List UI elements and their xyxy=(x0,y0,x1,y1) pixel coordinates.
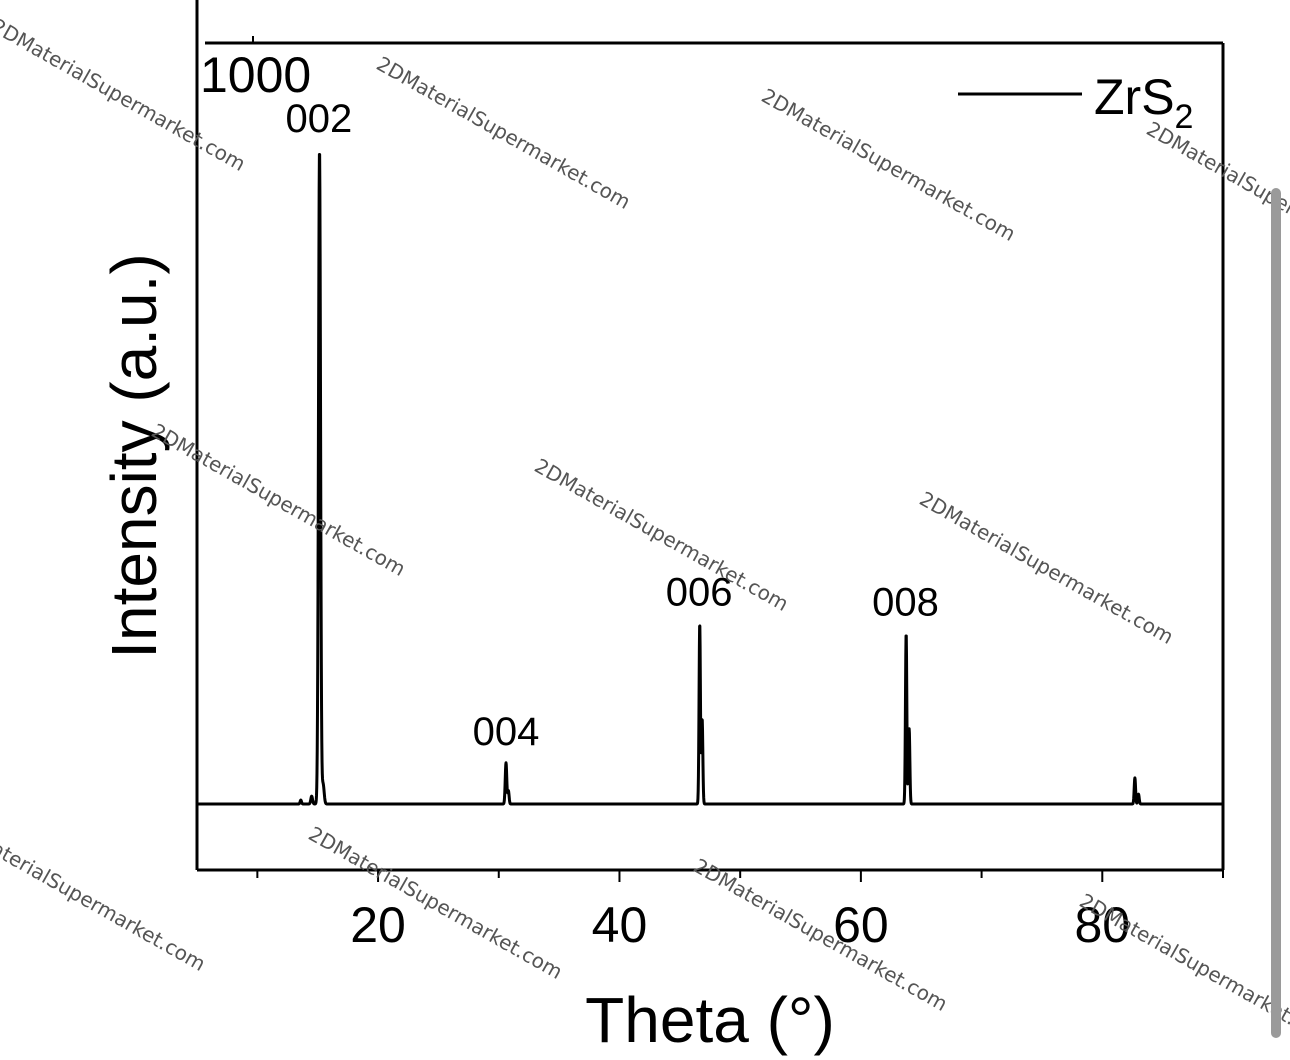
x-axis-ticks: 20 40 60 80 xyxy=(256,870,1224,953)
watermarks: 2DMaterialSupermarket.com 2DMaterialSuper… xyxy=(0,13,1290,1051)
watermark-text: 2DMaterialSupermarket.com xyxy=(305,821,567,984)
x-tick-label: 60 xyxy=(833,897,889,953)
y-tick-label: 1000 xyxy=(200,47,311,103)
x-tick-label: 80 xyxy=(1074,897,1130,953)
peak-label-008: 008 xyxy=(872,580,939,624)
watermark-text: 2DMaterialSupermarket.com xyxy=(148,418,410,581)
watermark-text: 2DMaterialSupermarket.com xyxy=(373,51,635,214)
watermark-text: 2DMaterialSupermarket.com xyxy=(916,486,1178,649)
series-line-zrs2 xyxy=(195,152,1225,806)
plot-frame xyxy=(195,0,1225,872)
watermark-text: 2DMaterialSupermarket.com xyxy=(531,453,793,616)
x-tick-label: 40 xyxy=(592,897,648,953)
peak-annotations: 002 004 006 008 xyxy=(286,97,939,754)
x-tick-label: 20 xyxy=(350,897,406,953)
peak-label-004: 004 xyxy=(473,710,540,754)
legend-label: ZrS2 xyxy=(1094,69,1193,136)
watermark-text: 2DMaterialSupermarket.com xyxy=(758,83,1020,246)
scrollbar[interactable] xyxy=(1271,188,1281,1038)
legend: ZrS2 xyxy=(958,69,1193,136)
y-axis-title: Intensity (a.u.) xyxy=(98,253,170,659)
peak-label-006: 006 xyxy=(666,570,733,614)
watermark-text: 2DMaterialSupermarket.com xyxy=(1076,888,1290,1051)
watermark-text: 2DMaterialSupermarket.com xyxy=(0,813,210,976)
watermark-text: 2DMaterialSupermarket.com xyxy=(1143,116,1290,279)
peak-label-002: 002 xyxy=(286,97,353,141)
x-axis-title: Theta (°) xyxy=(585,984,835,1056)
